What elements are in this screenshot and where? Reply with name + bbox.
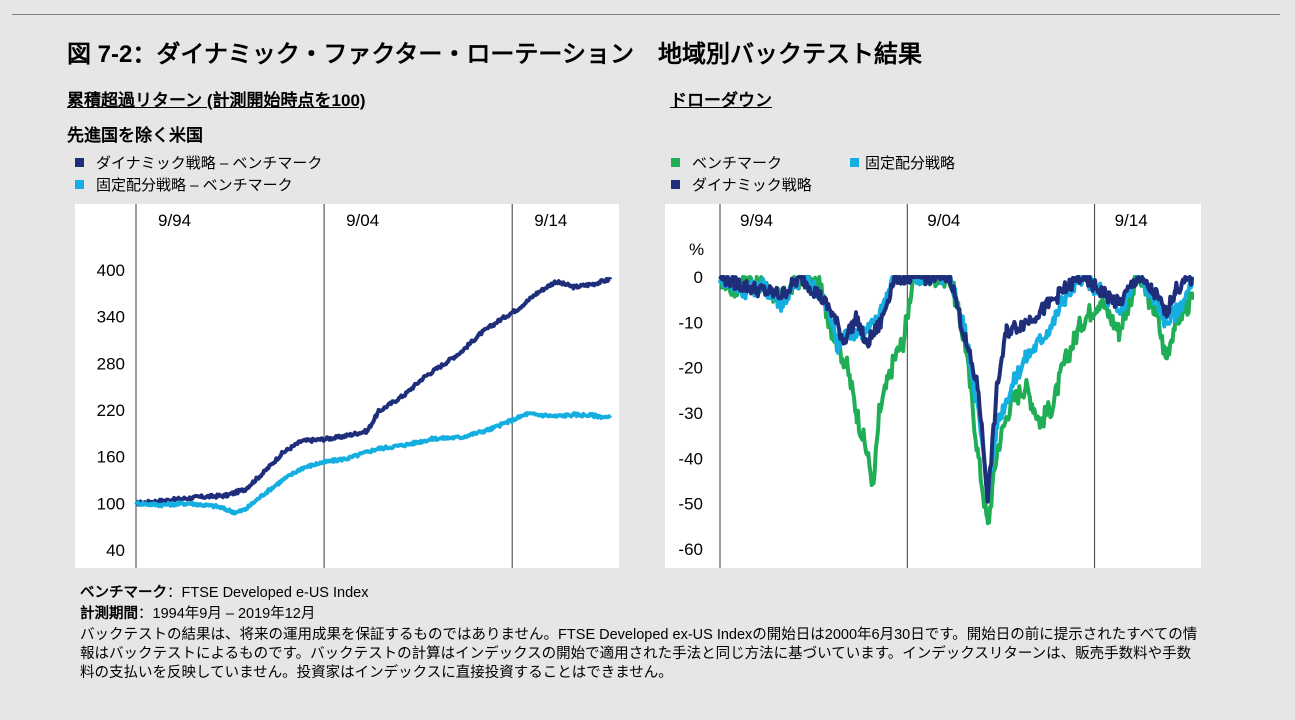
cumulative-excess-return-chart: 9/94 9/04 9/14 400 340 280 220 160 100 40 <box>97 204 612 568</box>
y-tick-label: 0 <box>694 268 703 287</box>
period-label: 計測期間 <box>80 606 138 622</box>
legend-swatch <box>75 158 84 167</box>
y-tick-label: -40 <box>678 449 703 468</box>
y-tick-label: -30 <box>678 404 703 423</box>
benchmark-label: ベンチマーク <box>80 585 167 601</box>
y-tick-label: 220 <box>97 401 125 420</box>
y-tick-label: -20 <box>678 359 703 378</box>
series-line <box>135 276 612 507</box>
legend-label: ダイナミック戦略 – ベンチマーク <box>96 155 323 172</box>
legend-item-dynamic: ダイナミック戦略 <box>671 174 812 195</box>
y-tick-label: -50 <box>678 495 703 514</box>
left-chart-panel: 9/94 9/04 9/14 400 340 280 220 160 100 40 <box>75 204 619 568</box>
x-tick-label: 9/94 <box>740 211 773 230</box>
legend-label: ダイナミック戦略 <box>692 177 812 194</box>
figure-title: 図 7-2：ダイナミック・ファクター・ローテーション 地域別バックテスト結果 <box>67 41 922 68</box>
y-tick-label: -10 <box>678 313 703 332</box>
y-tick-label: 400 <box>97 261 125 280</box>
legend-swatch <box>671 180 680 189</box>
right-subtitle: ドローダウン <box>670 91 772 110</box>
legend-swatch <box>850 158 859 167</box>
legend-item-fixed-excess: 固定配分戦略 – ベンチマーク <box>75 174 293 195</box>
legend-item-fixed: 固定配分戦略 <box>850 152 955 173</box>
legend-label: 固定配分戦略 <box>865 155 956 172</box>
x-tick-label: 9/14 <box>534 211 567 230</box>
legend-item-dynamic-excess: ダイナミック戦略 – ベンチマーク <box>75 152 322 173</box>
drawdown-chart: 9/94 9/04 9/14 0 -10 -20 -30 -40 -50 -60% <box>678 204 1194 568</box>
legend-swatch <box>671 158 680 167</box>
x-tick-label: 9/14 <box>1115 211 1148 230</box>
legend-swatch <box>75 180 84 189</box>
series-line <box>134 411 612 516</box>
disclaimer-text: バックテストの結果は、将来の運用成果を保証するものではありません。FTSE De… <box>80 627 1198 681</box>
y-unit-label: % <box>689 240 704 259</box>
legend-label: ベンチマーク <box>692 155 783 172</box>
period-value: ：1994年9月 – 2019年12月 <box>138 606 316 622</box>
y-tick-label: 280 <box>97 354 125 373</box>
legend-item-benchmark: ベンチマーク <box>671 152 782 173</box>
top-divider <box>12 14 1280 15</box>
y-tick-label: 160 <box>97 448 125 467</box>
benchmark-note: ベンチマーク：FTSE Developed e-US Index <box>80 581 368 602</box>
right-chart-panel: 9/94 9/04 9/14 0 -10 -20 -30 -40 -50 -60% <box>665 204 1201 568</box>
legend-label: 固定配分戦略 – ベンチマーク <box>96 177 293 194</box>
region-label: 先進国を除く米国 <box>67 126 203 145</box>
y-tick-label: -60 <box>678 540 703 559</box>
x-tick-label: 9/94 <box>158 211 191 230</box>
y-tick-label: 40 <box>106 541 125 560</box>
period-note: 計測期間：1994年9月 – 2019年12月 <box>80 602 315 623</box>
y-tick-label: 340 <box>97 308 125 327</box>
series-line <box>718 275 1194 504</box>
left-subtitle: 累積超過リターン (計測開始時点を100) <box>67 91 366 110</box>
y-tick-label: 100 <box>97 494 125 513</box>
benchmark-value: ：FTSE Developed e-US Index <box>167 585 369 601</box>
x-tick-label: 9/04 <box>346 211 379 230</box>
series-line <box>718 275 1194 504</box>
x-tick-label: 9/04 <box>927 211 960 230</box>
